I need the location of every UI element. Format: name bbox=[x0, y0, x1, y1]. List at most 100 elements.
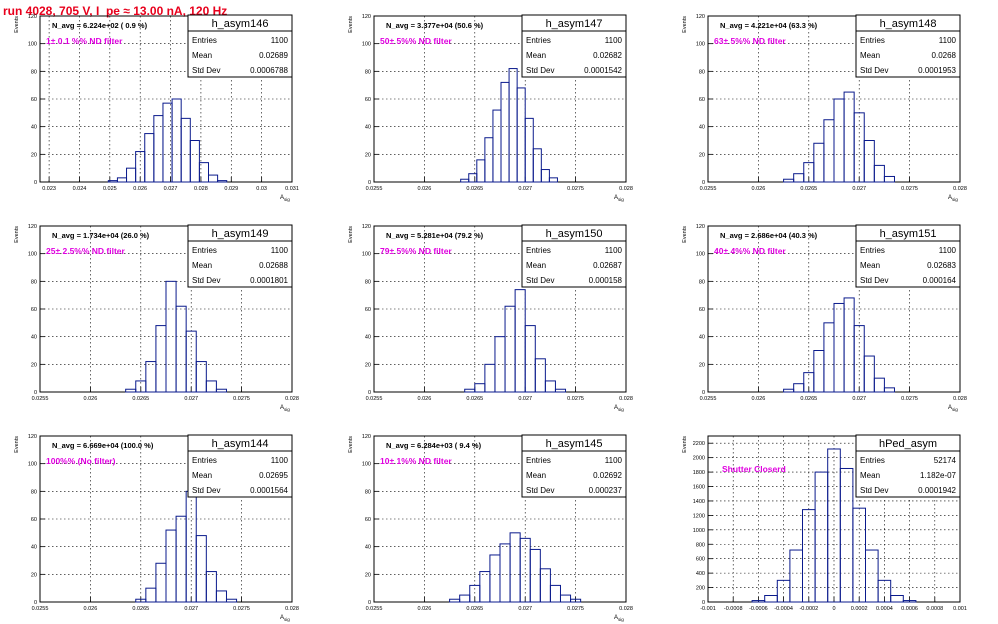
x-tick-label: 0.028 bbox=[619, 396, 633, 402]
x-tick-label: 0.026 bbox=[418, 606, 432, 612]
histogram-bin bbox=[145, 587, 157, 603]
x-tick-label: 0.0275 bbox=[233, 606, 250, 612]
histogram-bin bbox=[890, 595, 904, 603]
y-tick-label: 60 bbox=[365, 517, 371, 523]
y-tick-label: 20 bbox=[31, 362, 37, 368]
stats-box bbox=[187, 434, 293, 498]
y-tick-label: 20 bbox=[365, 152, 371, 158]
histogram-name: h_asym149 bbox=[212, 228, 269, 240]
navg-label: N_avg = 4.221e+04 (63.3 %) bbox=[720, 21, 818, 30]
histogram-panel-h_asym148: 0 20 40 60 80 100 120 0.0255 0.026 0.0265 0.027 0.0… bbox=[682, 14, 967, 202]
stats-value: 0.02683 bbox=[927, 261, 956, 270]
stats-value: 0.000158 bbox=[589, 276, 623, 285]
filter-label: 25± 2.5%% ND filter bbox=[46, 246, 126, 256]
stats-value: 0.0001942 bbox=[918, 486, 956, 495]
histogram-bin bbox=[529, 548, 541, 603]
stats-label: Entries bbox=[860, 36, 885, 45]
stats-box bbox=[187, 224, 293, 288]
y-axis-label: Events bbox=[348, 16, 354, 33]
stats-value: 0.000164 bbox=[923, 276, 957, 285]
histogram-name: h_asym145 bbox=[546, 438, 603, 450]
y-tick-label: 400 bbox=[696, 571, 705, 577]
stats-label: Std Dev bbox=[860, 66, 888, 75]
stats-box bbox=[855, 434, 961, 498]
y-tick-label: 80 bbox=[365, 489, 371, 495]
x-tick-label: 0.027 bbox=[184, 396, 198, 402]
histogram-bin bbox=[468, 173, 478, 183]
histogram-bin bbox=[539, 568, 551, 603]
x-tick-label: 0.0255 bbox=[366, 606, 383, 612]
histogram-bin bbox=[155, 562, 167, 603]
y-tick-label: 40 bbox=[365, 545, 371, 551]
stats-value: 1.182e-07 bbox=[920, 471, 957, 480]
stats-label: Mean bbox=[526, 471, 546, 480]
navg-label: N_avg = 5.281e+04 (79.2 %) bbox=[386, 231, 484, 240]
histogram-bin bbox=[823, 322, 835, 393]
y-tick-label: 600 bbox=[696, 557, 705, 563]
histogram-bin bbox=[215, 388, 227, 393]
histogram-bin bbox=[175, 305, 187, 393]
navg-label: N_avg = 1.734e+04 (26.0 %) bbox=[52, 231, 150, 240]
stats-label: Entries bbox=[860, 246, 885, 255]
navg-label: N_avg = 6.224e+02 ( 0.9 %) bbox=[52, 21, 148, 30]
histogram-bin bbox=[153, 115, 164, 183]
y-tick-label: 60 bbox=[699, 307, 705, 313]
stats-label: Std Dev bbox=[526, 276, 554, 285]
filter-label: 79± 5%% ND filter bbox=[380, 246, 452, 256]
y-tick-label: 40 bbox=[31, 545, 37, 551]
stats-box bbox=[187, 14, 293, 78]
y-tick-label: 100 bbox=[362, 252, 371, 258]
x-tick-label: 0.0265 bbox=[466, 606, 483, 612]
x-tick-label: 0.026 bbox=[133, 186, 147, 192]
y-tick-label: 120 bbox=[696, 224, 705, 230]
x-tick-label: 0.0265 bbox=[466, 396, 483, 402]
x-tick-label: 0.0255 bbox=[366, 186, 383, 192]
histogram-bin bbox=[514, 289, 526, 393]
x-tick-label: 0.026 bbox=[84, 606, 98, 612]
y-tick-label: 800 bbox=[696, 542, 705, 548]
x-axis-label: Asig bbox=[280, 615, 290, 622]
stats-label: Mean bbox=[860, 51, 880, 60]
stats-label: Entries bbox=[192, 246, 217, 255]
y-tick-label: 100 bbox=[28, 462, 37, 468]
stats-label: Std Dev bbox=[192, 66, 220, 75]
navg-label: N_avg = 2.686e+04 (40.3 %) bbox=[720, 231, 818, 240]
y-tick-label: 80 bbox=[31, 69, 37, 75]
histogram-panel-h_asym151: 0 20 40 60 80 100 120 0.0255 0.026 0.0265 0.027 0.0… bbox=[682, 224, 967, 412]
histogram-bin bbox=[474, 383, 486, 393]
y-tick-label: 40 bbox=[699, 125, 705, 131]
y-tick-label: 2000 bbox=[693, 456, 705, 462]
x-tick-label: 0.027 bbox=[518, 606, 532, 612]
x-tick-label: 0.0265 bbox=[800, 186, 817, 192]
histogram-panel-h_asym144: 0 20 40 60 80 100 120 0.0255 0.026 0.0265 0.027 0.0… bbox=[14, 434, 299, 622]
x-tick-label: 0.0255 bbox=[700, 186, 717, 192]
y-tick-label: 20 bbox=[365, 572, 371, 578]
stats-label: Std Dev bbox=[526, 486, 554, 495]
x-tick-label: 0.027 bbox=[852, 396, 866, 402]
x-tick-label: 0.0265 bbox=[800, 396, 817, 402]
y-axis-label: Events bbox=[14, 226, 20, 243]
x-tick-label: 0.0275 bbox=[567, 606, 584, 612]
y-tick-label: 1800 bbox=[693, 470, 705, 476]
y-tick-label: 120 bbox=[28, 434, 37, 440]
histogram-panel-h_asym150: 0 20 40 60 80 100 120 0.0255 0.026 0.0265 0.027 0.0… bbox=[348, 224, 633, 412]
y-tick-label: 100 bbox=[28, 42, 37, 48]
stats-label: Mean bbox=[526, 51, 546, 60]
navg-label: N_avg = 6.284e+03 ( 9.4 %) bbox=[386, 441, 482, 450]
y-axis-label: Events bbox=[348, 436, 354, 453]
stats-value: 1100 bbox=[939, 36, 957, 45]
histogram-bin bbox=[499, 543, 511, 603]
stats-label: Std Dev bbox=[526, 66, 554, 75]
y-tick-label: 40 bbox=[365, 125, 371, 131]
y-tick-label: 120 bbox=[362, 14, 371, 20]
stats-label: Mean bbox=[860, 471, 880, 480]
y-tick-label: 120 bbox=[362, 224, 371, 230]
histogram-bin bbox=[793, 383, 805, 393]
y-tick-label: 100 bbox=[696, 252, 705, 258]
stats-label: Std Dev bbox=[192, 486, 220, 495]
histogram-bin bbox=[873, 377, 885, 393]
x-tick-label: 0.001 bbox=[953, 606, 967, 612]
histogram-panel-hPed_asym: 0 200 400 600 800 1000 1200 1400 1600 1800 2000 220… bbox=[682, 434, 967, 612]
y-tick-label: 100 bbox=[696, 42, 705, 48]
x-tick-label: 0.0265 bbox=[132, 396, 149, 402]
